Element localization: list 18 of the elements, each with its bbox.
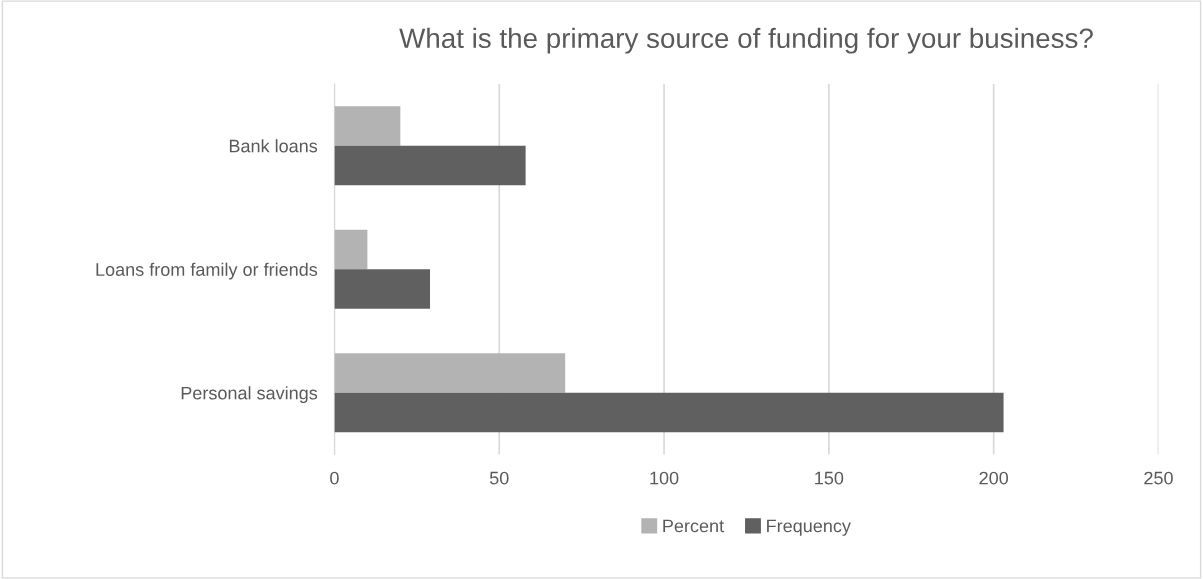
x-tick-label: 200 — [979, 471, 1009, 485]
x-tick-label: 250 — [1144, 471, 1173, 485]
x-tick-label: 100 — [650, 471, 679, 485]
legend-label: Percent — [663, 519, 724, 533]
bar — [334, 106, 401, 146]
chart-title: What is the primary source of funding for your business? — [399, 27, 1093, 54]
bar — [334, 269, 431, 309]
y-tick-label: Loans from family or friends — [96, 262, 318, 280]
x-tick-label: 50 — [489, 471, 509, 485]
x-tick-label: 0 — [330, 471, 339, 485]
y-tick-label: Personal savings — [181, 386, 318, 404]
y-tick-label: Bank loans — [229, 139, 318, 153]
legend-label: Frequency — [767, 519, 851, 536]
bar — [334, 145, 526, 186]
x-tick-label: 150 — [815, 471, 844, 485]
bar — [334, 392, 1004, 433]
bar — [334, 229, 368, 270]
bar — [334, 353, 566, 393]
